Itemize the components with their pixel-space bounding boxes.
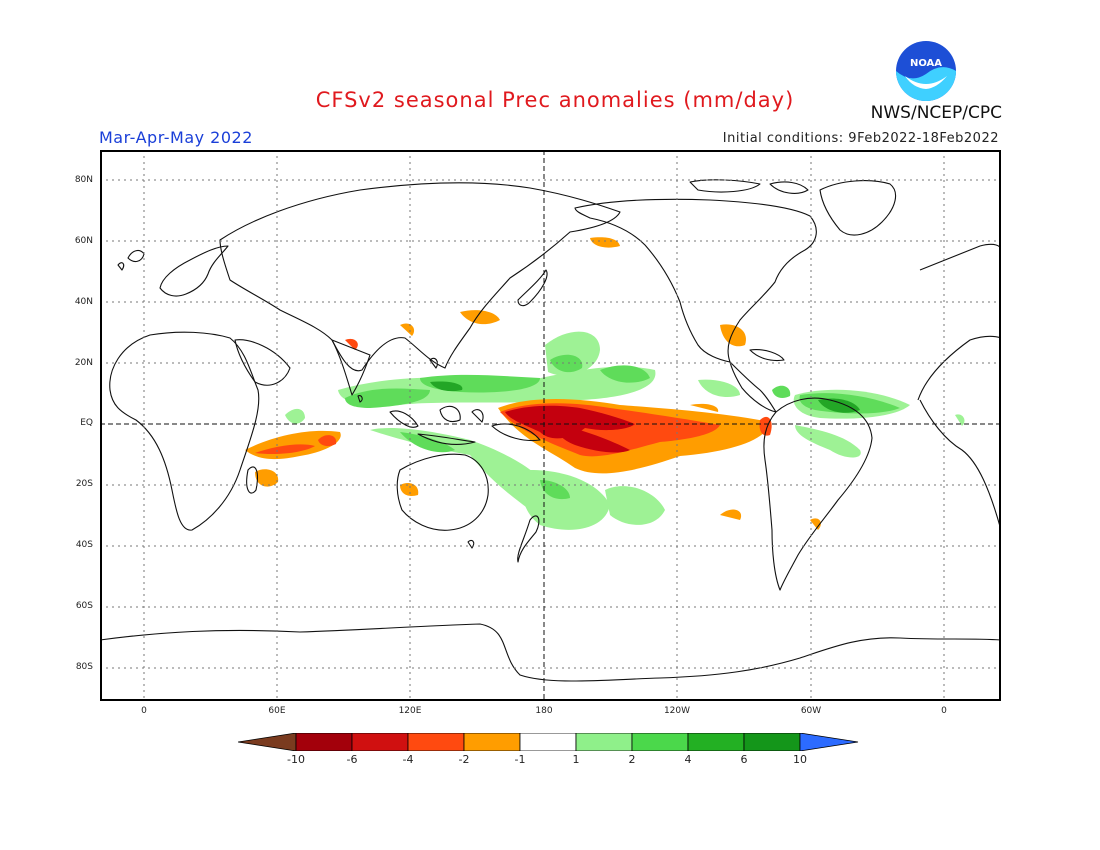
lon-label: 0 [941, 706, 947, 716]
colorbar-label: 1 [572, 753, 580, 766]
colorbar-bin [631, 733, 689, 751]
colorbar-label: -1 [514, 753, 526, 766]
colorbar-label: 10 [793, 753, 807, 766]
lon-label: 60E [268, 706, 286, 716]
lat-label: EQ [80, 418, 93, 428]
lon-label: 120E [398, 706, 422, 716]
colorbar-bin [407, 733, 465, 751]
colorbar-bin [687, 733, 745, 751]
reference-lines [100, 150, 1001, 701]
colorbar-bin [463, 733, 521, 751]
agency-label: NWS/NCEP/CPC [870, 103, 1002, 123]
lat-label: 40N [74, 297, 93, 307]
precip-anomaly-map [100, 150, 1001, 701]
noaa-logo: NOAA [896, 41, 956, 101]
colorbar-label: -4 [402, 753, 414, 766]
colorbar-label: 2 [628, 753, 636, 766]
colorbar-bin [295, 733, 353, 751]
chart-title: CFSv2 seasonal Prec anomalies (mm/day) [315, 88, 795, 112]
colorbar-label: -10 [287, 753, 305, 766]
map-frame [100, 150, 1001, 701]
lon-label: 120W [663, 706, 691, 716]
lat-label: 60S [75, 601, 93, 611]
lon-label: 180 [535, 706, 553, 716]
colorbar-bin [743, 733, 801, 751]
period-label: Mar-Apr-May 2022 [99, 128, 253, 147]
lat-label: 80S [75, 662, 93, 672]
lat-label: 80N [74, 175, 93, 185]
lat-label: 40S [75, 540, 93, 550]
lon-label: 60W [800, 706, 822, 716]
anomaly-shading [245, 237, 965, 530]
colorbar-arrow-high [799, 733, 859, 751]
lat-label: 20N [74, 358, 93, 368]
colorbar [238, 733, 859, 751]
lon-label: 0 [141, 706, 147, 716]
colorbar-bin [519, 733, 577, 751]
colorbar-label: -6 [346, 753, 358, 766]
noaa-logo-text: NOAA [910, 58, 942, 69]
colorbar-label: -2 [458, 753, 470, 766]
colorbar-bin [575, 733, 633, 751]
colorbar-label: 6 [740, 753, 748, 766]
lat-label: 20S [75, 479, 93, 489]
lat-label: 60N [74, 236, 93, 246]
graticule [100, 150, 1001, 701]
initial-conditions-label: Initial conditions: 9Feb2022-18Feb2022 [722, 131, 999, 146]
colorbar-bin [351, 733, 409, 751]
colorbar-arrow-low [238, 733, 297, 751]
colorbar-label: 4 [684, 753, 692, 766]
